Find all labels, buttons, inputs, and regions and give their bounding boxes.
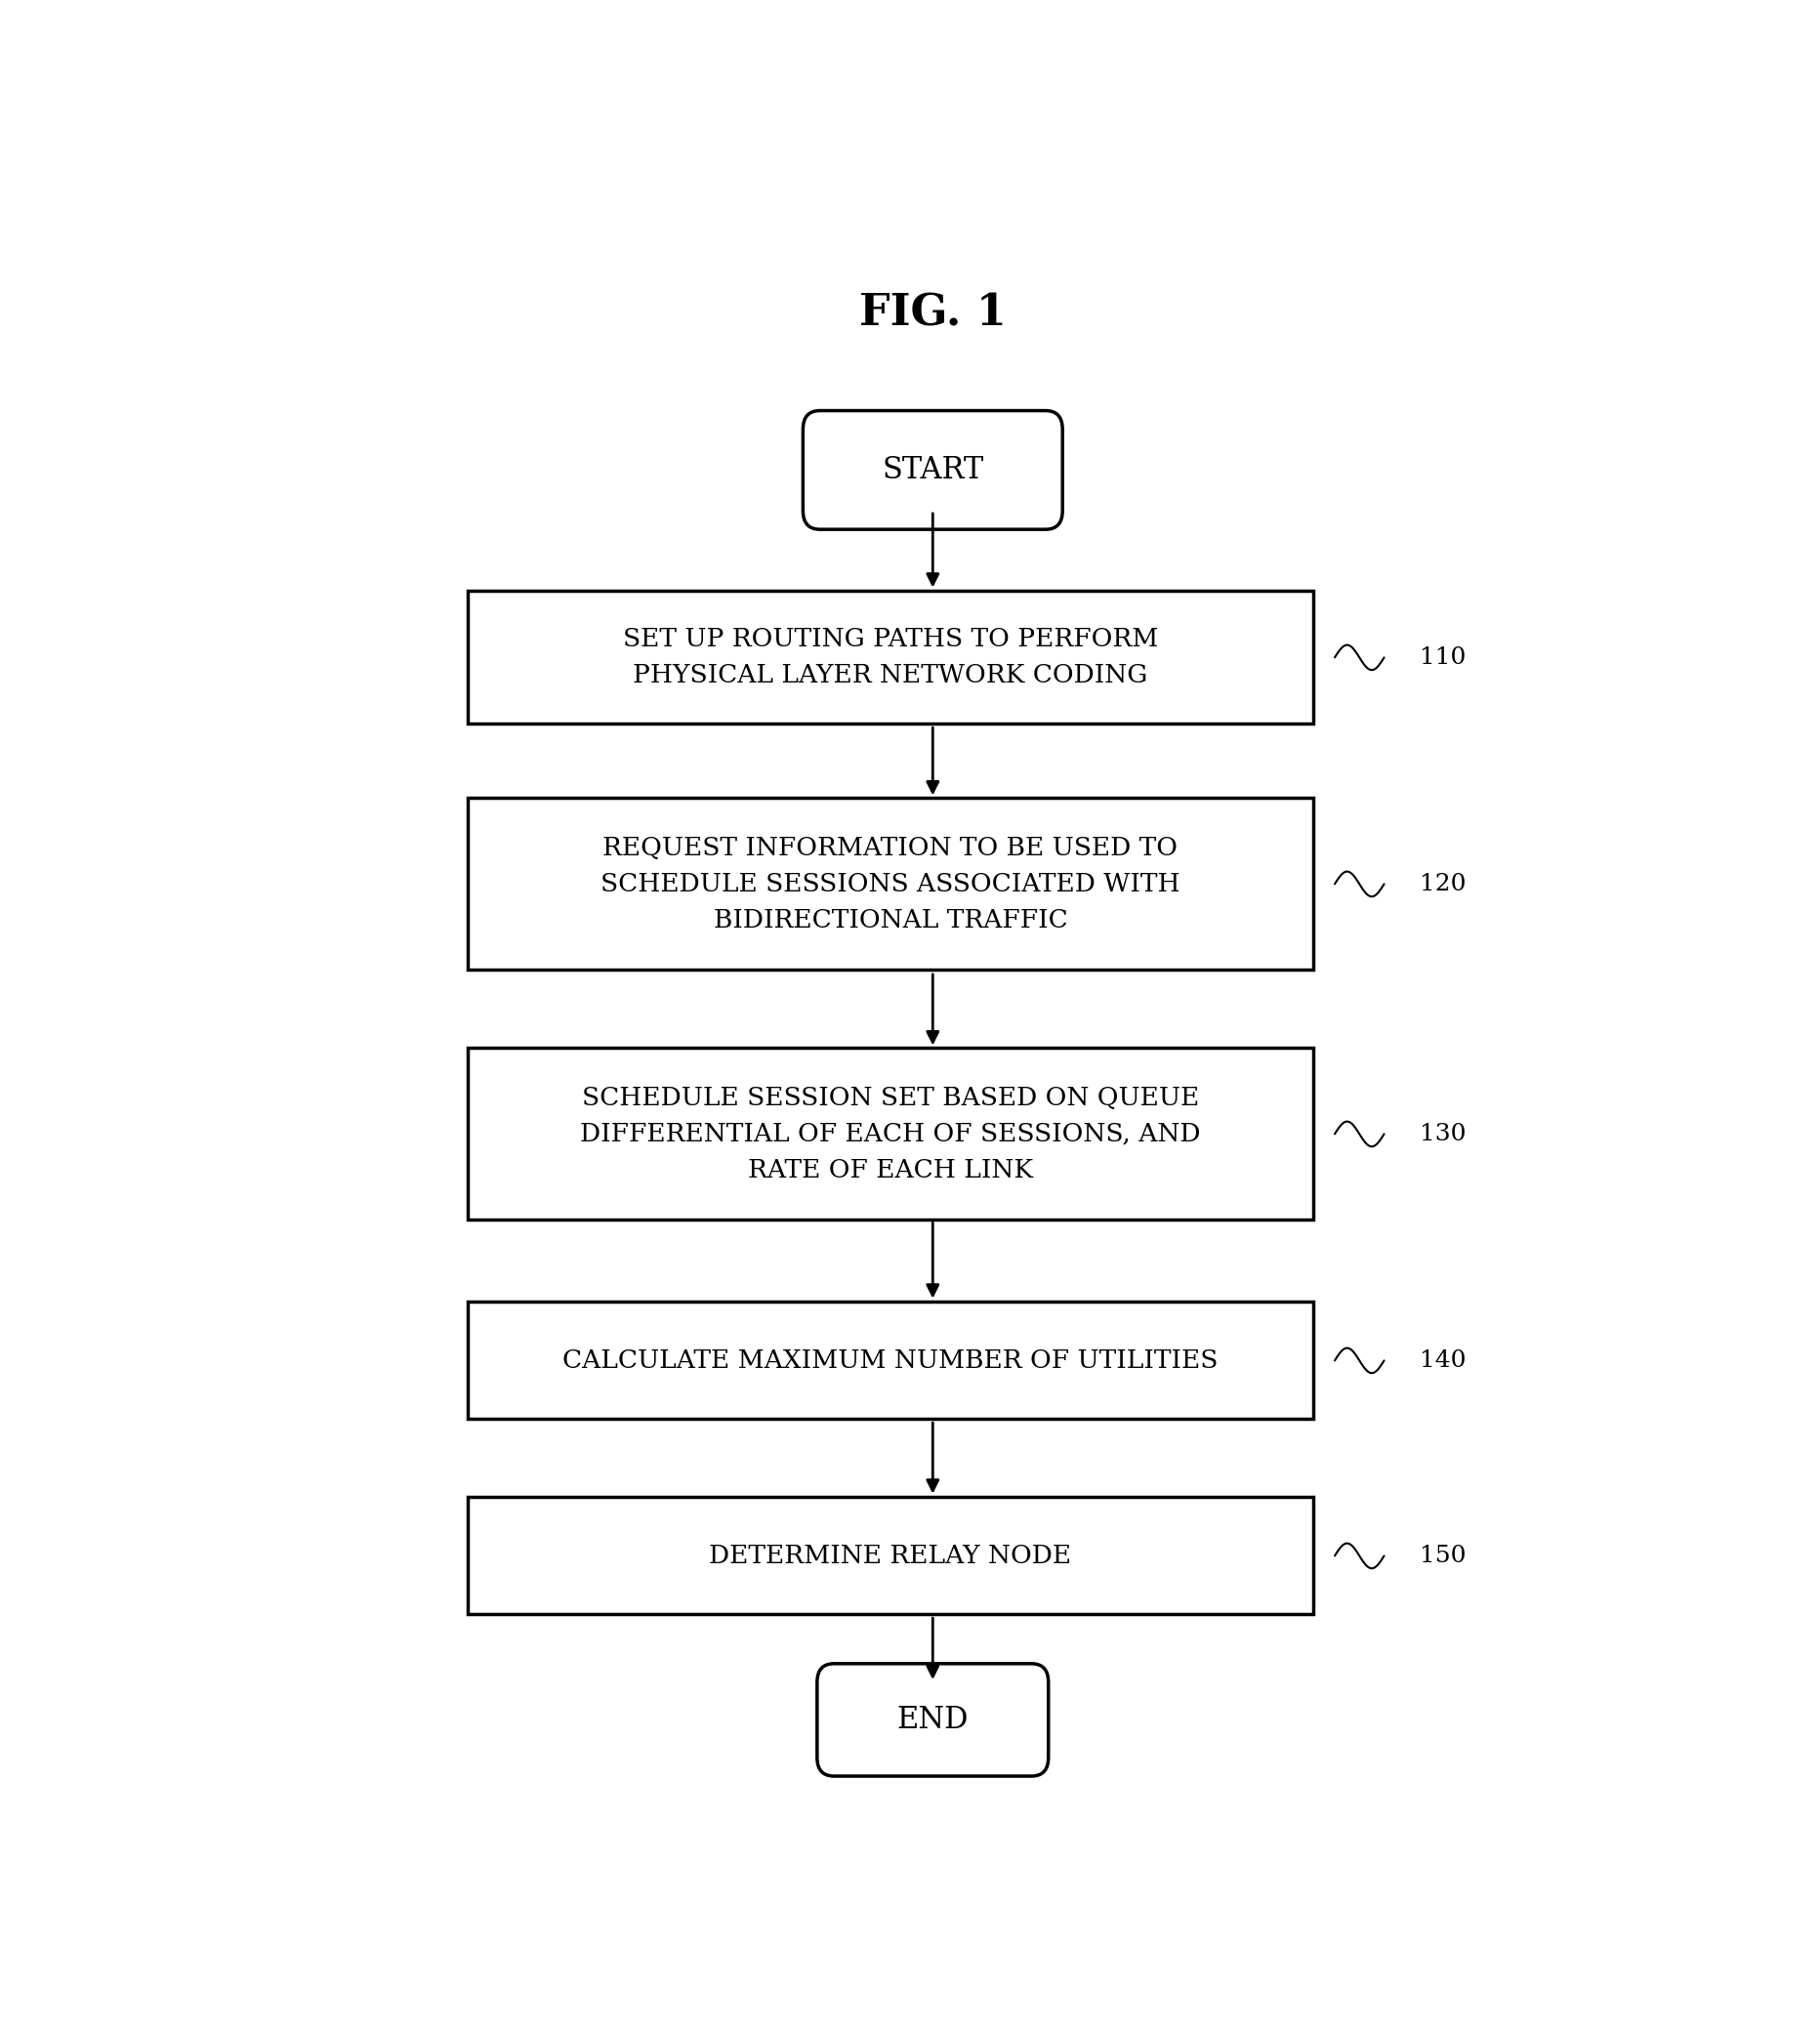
Bar (468, 1049, 1314, 1219)
Text: START: START (883, 454, 983, 485)
Bar (468, 797, 1314, 970)
Bar (468, 590, 1314, 724)
FancyBboxPatch shape (803, 410, 1063, 530)
Text: END: END (897, 1704, 968, 1735)
Text: REQUEST INFORMATION TO BE USED TO
SCHEDULE SESSIONS ASSOCIATED WITH
BIDIRECTIONA: REQUEST INFORMATION TO BE USED TO SCHEDU… (601, 836, 1179, 933)
Text: 120: 120 (1420, 872, 1465, 895)
Text: FIG. 1: FIG. 1 (859, 292, 1006, 335)
Text: CALCULATE MAXIMUM NUMBER OF UTILITIES: CALCULATE MAXIMUM NUMBER OF UTILITIES (562, 1349, 1218, 1374)
Text: SCHEDULE SESSION SET BASED ON QUEUE
DIFFERENTIAL OF EACH OF SESSIONS, AND
RATE O: SCHEDULE SESSION SET BASED ON QUEUE DIFF… (581, 1086, 1201, 1183)
Text: 110: 110 (1420, 647, 1465, 670)
Bar (468, 1303, 1314, 1418)
FancyBboxPatch shape (817, 1664, 1048, 1775)
Text: 140: 140 (1420, 1349, 1465, 1372)
Text: DETERMINE RELAY NODE: DETERMINE RELAY NODE (710, 1544, 1072, 1568)
Text: 130: 130 (1420, 1122, 1465, 1144)
Text: SET UP ROUTING PATHS TO PERFORM
PHYSICAL LAYER NETWORK CODING: SET UP ROUTING PATHS TO PERFORM PHYSICAL… (622, 627, 1158, 688)
Text: 150: 150 (1420, 1544, 1465, 1566)
Bar (468, 1497, 1314, 1615)
